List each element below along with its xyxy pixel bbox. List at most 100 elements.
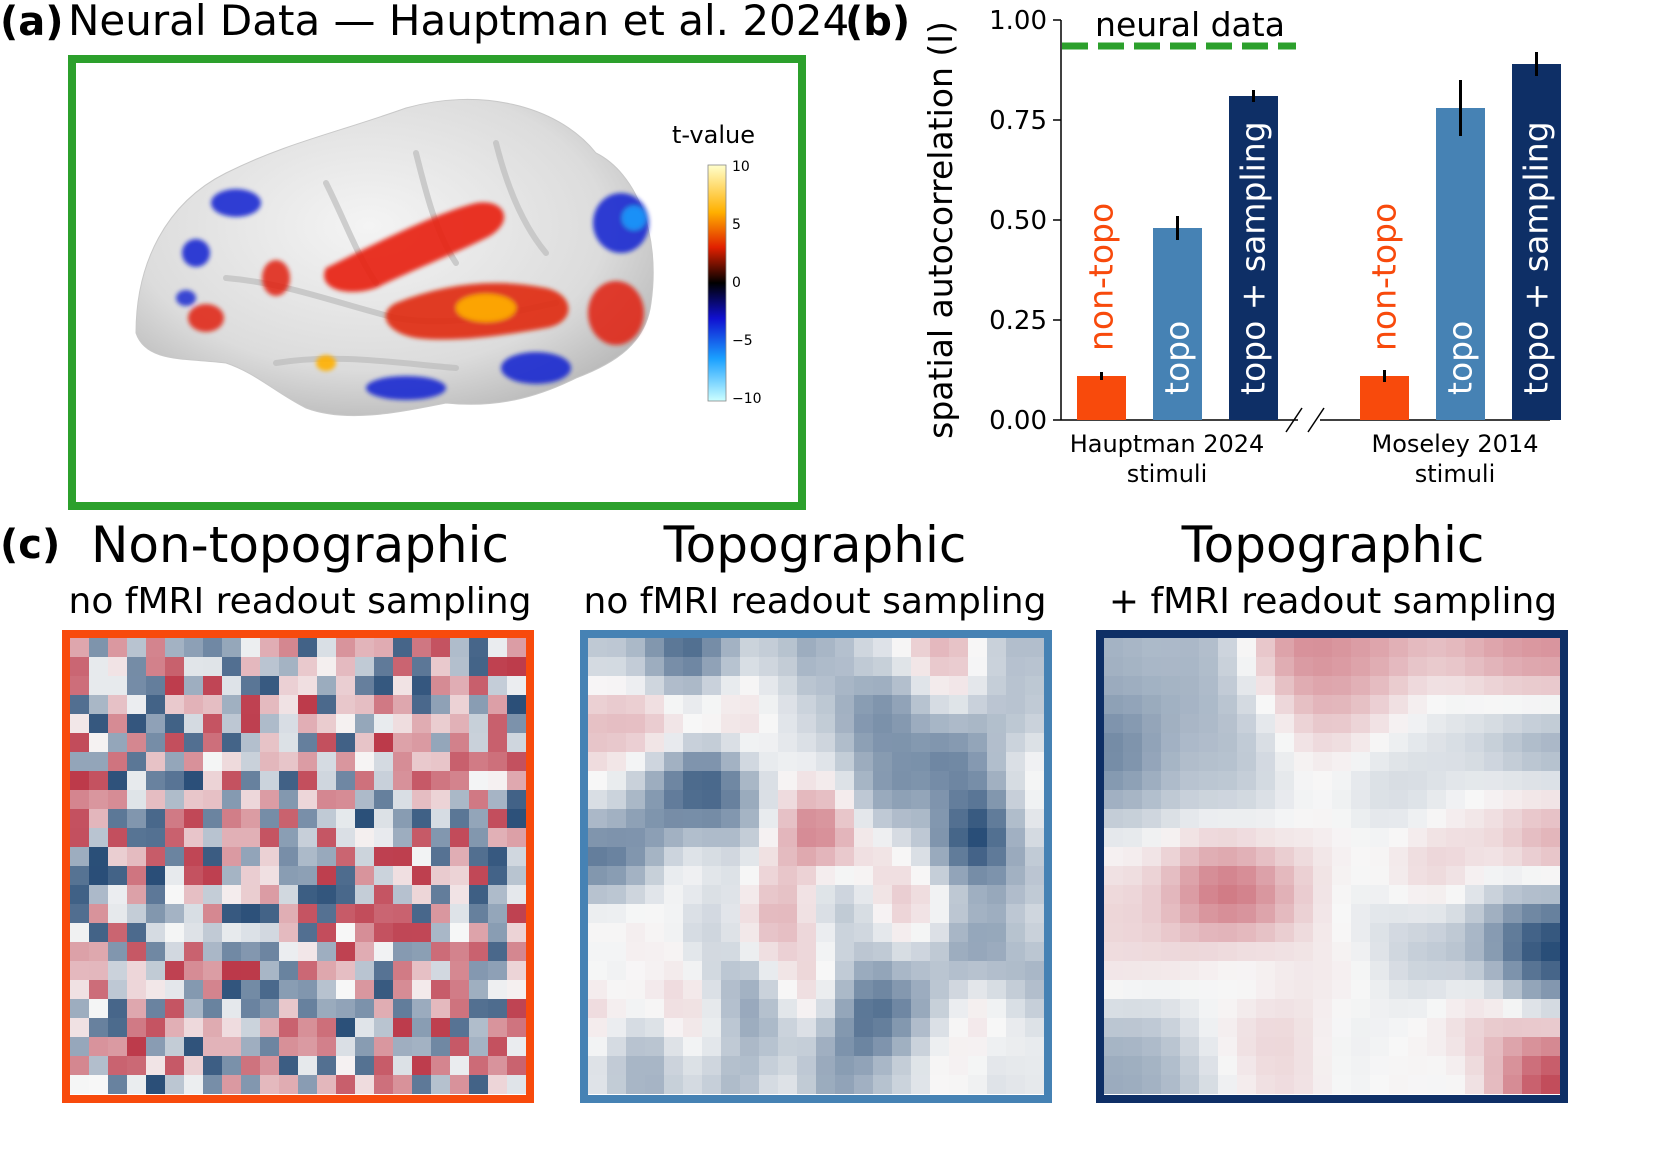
heatmap-cell (1370, 1037, 1390, 1057)
colorbar-tick-minus10: −10 (732, 391, 762, 407)
heatmap-cell (816, 904, 836, 924)
heatmap-cell (1025, 809, 1045, 829)
heatmap-cell (1332, 1037, 1352, 1057)
heatmap-cell (778, 980, 798, 1000)
heatmap-cell (241, 923, 261, 943)
heatmap-cell (683, 1056, 703, 1076)
heatmap-cell (1006, 752, 1026, 772)
heatmap-cell (1332, 866, 1352, 886)
heatmap-cell (873, 999, 893, 1019)
heatmap-cell (1427, 790, 1447, 810)
heatmap-cell (987, 771, 1007, 791)
heatmap-cell (721, 771, 741, 791)
heatmap-cell (1218, 961, 1238, 981)
heatmap-cell (488, 752, 508, 772)
heatmap-cell (1142, 961, 1162, 981)
heatmap-cell (759, 942, 779, 962)
heatmap-cell (1104, 885, 1124, 905)
heatmap-cell (1389, 847, 1409, 867)
heatmap-cell (146, 676, 166, 696)
heatmap-cell (683, 904, 703, 924)
heatmap-cell (721, 676, 741, 696)
heatmap-cell (279, 923, 299, 943)
heatmap-cell (1503, 847, 1523, 867)
heatmap-cell (450, 1075, 470, 1095)
heatmap-cell (1025, 733, 1045, 753)
heatmap-cell (1199, 657, 1219, 677)
heatmap-cell (336, 657, 356, 677)
heatmap-cell (108, 961, 128, 981)
heatmap-cell (930, 847, 950, 867)
heatmap-cell (1427, 657, 1447, 677)
heatmap-cell (1484, 847, 1504, 867)
heatmap-cell (203, 885, 223, 905)
heatmap-cell (987, 828, 1007, 848)
heatmap-cell (1294, 790, 1314, 810)
heatmap-cell (721, 809, 741, 829)
heatmap-cell (1025, 695, 1045, 715)
heatmap-cell (816, 638, 836, 658)
heatmap-cell (1025, 980, 1045, 1000)
heatmap-cell (336, 847, 356, 867)
heatmap-cell (607, 828, 627, 848)
heatmap-cell (317, 828, 337, 848)
heatmap-cell (1237, 1056, 1257, 1076)
heatmap-cell (412, 714, 432, 734)
heatmap-cell (1256, 752, 1276, 772)
heatmap-cell (298, 638, 318, 658)
heatmap-cell (1104, 657, 1124, 677)
heatmap-cell (968, 790, 988, 810)
panel-a-letter: (a) (0, 0, 64, 45)
heatmap-cell (1389, 999, 1409, 1019)
heatmap-cell (740, 676, 760, 696)
heatmap-cell (507, 847, 527, 867)
heatmap-cell (336, 695, 356, 715)
heatmap-cell (778, 847, 798, 867)
heatmap-cell (450, 733, 470, 753)
heatmap-cell (1389, 1018, 1409, 1038)
heatmap-cell (854, 752, 874, 772)
heatmap-cell (1123, 866, 1143, 886)
heatmap-cell (816, 999, 836, 1019)
heatmap-cell (778, 676, 798, 696)
heatmap-cell (626, 1037, 646, 1057)
map-2-subtitle: no fMRI readout sampling (583, 581, 1047, 622)
heatmap-cell (89, 1018, 109, 1038)
heatmap-cell (1294, 676, 1314, 696)
heatmap-cell (507, 980, 527, 1000)
heatmap-cell (298, 923, 318, 943)
heatmap-cell (1465, 866, 1485, 886)
heatmap-cell (260, 657, 280, 677)
heatmap-cell (184, 771, 204, 791)
heatmap-cell (816, 961, 836, 981)
heatmap-cell (507, 638, 527, 658)
heatmap-cell (222, 1018, 242, 1038)
heatmap-cell (336, 1018, 356, 1038)
heatmap-cell (1408, 657, 1428, 677)
heatmap-cell (1370, 714, 1390, 734)
heatmap-cell (645, 752, 665, 772)
heatmap-cell (1389, 961, 1409, 981)
heatmap-cell (721, 961, 741, 981)
heatmap-cell (778, 828, 798, 848)
heatmap-cell (1025, 1075, 1045, 1095)
heatmap-cell (279, 999, 299, 1019)
heatmap-cell (222, 961, 242, 981)
heatmap-cell (835, 771, 855, 791)
heatmap-cell (835, 885, 855, 905)
heatmap-cell (1408, 809, 1428, 829)
heatmap-cell (184, 961, 204, 981)
heatmap-cell (968, 695, 988, 715)
heatmap-cell (146, 1075, 166, 1095)
heatmap-cell (892, 828, 912, 848)
heatmap-cell (1180, 638, 1200, 658)
heatmap-cell (1123, 1018, 1143, 1038)
heatmap-cell (1503, 695, 1523, 715)
heatmap-cell (70, 1056, 90, 1076)
heatmap-cell (317, 866, 337, 886)
heatmap-cell (1370, 1075, 1390, 1095)
heatmap-cell (664, 638, 684, 658)
heatmap-cell (1313, 847, 1333, 867)
heatmap-cell (336, 904, 356, 924)
heatmap-cell (431, 1056, 451, 1076)
